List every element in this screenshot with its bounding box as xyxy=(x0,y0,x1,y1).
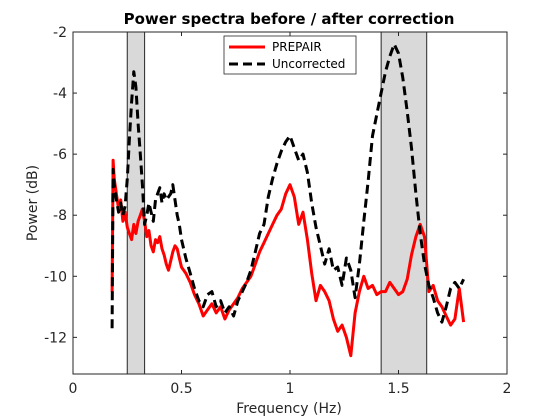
legend-box xyxy=(223,35,357,75)
shaded-band-2 xyxy=(380,31,428,375)
x-tick-label: 2 xyxy=(503,381,512,397)
legend-label-uncorrected: Uncorrected xyxy=(272,57,345,71)
y-axis-label: Power (dB) xyxy=(25,165,41,241)
chart-title: Power spectra before / after correction xyxy=(124,10,455,28)
shaded-bands xyxy=(126,31,428,375)
legend: PREPAIR Uncorrected xyxy=(223,35,357,75)
series-line-prepair xyxy=(110,158,466,358)
y-tick-label: -6 xyxy=(53,147,67,163)
y-tick-label: -12 xyxy=(44,330,67,346)
series-line-uncorrected xyxy=(110,42,465,329)
y-axis-ticks: -12 -10 -8 -6 -4 -2 xyxy=(44,25,507,346)
x-tick-label: 0 xyxy=(69,381,78,397)
x-tick-label: 1.5 xyxy=(387,381,409,397)
legend-label-prepair: PREPAIR xyxy=(272,40,322,54)
x-tick-label: 0.5 xyxy=(170,381,192,397)
data-series xyxy=(110,42,466,358)
y-tick-label: -10 xyxy=(44,269,67,285)
x-axis-label: Frequency (Hz) xyxy=(236,401,342,417)
y-tick-label: -2 xyxy=(53,25,67,41)
y-tick-label: -8 xyxy=(53,208,67,224)
y-tick-label: -4 xyxy=(53,86,67,102)
x-tick-label: 1 xyxy=(286,381,295,397)
x-axis-ticks: 0 0.5 1 1.5 2 xyxy=(69,32,512,397)
